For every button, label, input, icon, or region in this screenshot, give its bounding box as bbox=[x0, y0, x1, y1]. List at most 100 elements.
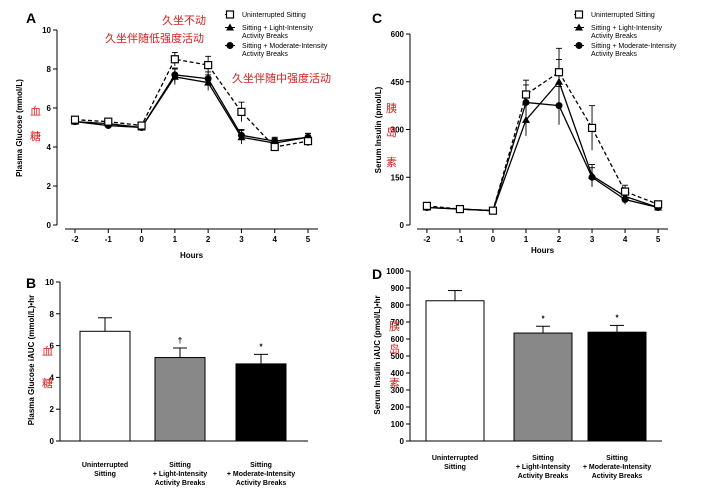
y-tick-label: 10 bbox=[42, 26, 51, 35]
bar-uninterrupted bbox=[425, 300, 485, 442]
annotation-text: 久坐不动 bbox=[162, 14, 206, 27]
annotation-text: 血 bbox=[30, 104, 41, 118]
legend-marker-moderate bbox=[575, 42, 583, 49]
y-tick-label: 700 bbox=[391, 318, 405, 327]
category-label-light: Activity Breaks bbox=[518, 473, 569, 480]
x-tick-label: 2 bbox=[206, 235, 211, 244]
series-line-light bbox=[74, 76, 309, 144]
legend-label-moderate: Sitting + Moderate-Intensity bbox=[591, 43, 677, 50]
series-uninterrupted bbox=[70, 51, 313, 152]
y-tick-label: 600 bbox=[391, 30, 405, 39]
category-label-light: + Light-Intensity bbox=[516, 464, 570, 471]
category-label-moderate: Activity Breaks bbox=[236, 480, 287, 487]
y-tick-label: 500 bbox=[391, 352, 405, 361]
y-axis-title: Serum Insulin (pmol/L) bbox=[374, 86, 383, 173]
annotation-text: 岛 bbox=[389, 342, 400, 356]
panel-label-d: D bbox=[372, 266, 382, 282]
data-point-uninterrupted bbox=[422, 201, 432, 210]
annotation-text: 久坐伴随低强度活动 bbox=[105, 31, 204, 45]
data-point-light bbox=[521, 115, 530, 123]
legend-marker-light bbox=[226, 23, 234, 31]
y-tick-label: 2 bbox=[47, 182, 52, 191]
panel-label-c: C bbox=[372, 10, 382, 26]
legend-label-light: Activity Breaks bbox=[242, 33, 288, 40]
x-tick-label: 0 bbox=[139, 235, 144, 244]
data-point-uninterrupted bbox=[137, 121, 146, 130]
data-point-uninterrupted bbox=[104, 117, 113, 126]
x-tick-label: -2 bbox=[423, 235, 431, 244]
series-line-moderate bbox=[74, 74, 309, 142]
data-point-uninterrupted bbox=[455, 204, 465, 214]
annotation-text: 岛 bbox=[386, 125, 397, 139]
data-point-uninterrupted bbox=[587, 123, 597, 133]
y-tick-label: 400 bbox=[391, 369, 405, 378]
y-axis-title: Plasma Glucose (mmol/L) bbox=[15, 79, 24, 177]
y-tick-label: 0 bbox=[47, 221, 52, 230]
data-point-uninterrupted bbox=[488, 206, 498, 215]
series-uninterrupted bbox=[422, 47, 663, 215]
data-point-uninterrupted bbox=[303, 137, 313, 146]
annotation-text: 素 bbox=[386, 156, 397, 169]
annotation-text: 糖 bbox=[30, 129, 41, 143]
category-label-moderate: Activity Breaks bbox=[592, 473, 643, 480]
panel-b-glucose-iauc-bar-chart: B 0 2 4 6 8 10 Plasma Glucose iAUC (mmol/L)•hr… bbox=[26, 275, 308, 487]
legend-label-moderate: Sitting + Moderate-Intensity bbox=[242, 43, 328, 50]
data-point-uninterrupted bbox=[653, 200, 663, 209]
x-tick-label: -1 bbox=[456, 235, 464, 244]
legend-label-light: Sitting + Light-Intensity bbox=[591, 25, 663, 32]
series-line-uninterrupted bbox=[74, 58, 309, 148]
data-point-light bbox=[588, 171, 597, 179]
panel-label-a: A bbox=[26, 10, 36, 26]
data-point-uninterrupted bbox=[521, 90, 531, 99]
significance-marker: † bbox=[178, 336, 182, 345]
annotation-text: 素 bbox=[389, 377, 400, 390]
category-label-uninterrupted: Sitting bbox=[94, 471, 116, 478]
y-tick-label: 100 bbox=[391, 420, 405, 429]
y-tick-label: 6 bbox=[47, 104, 52, 113]
y-tick-label: 6 bbox=[50, 342, 55, 351]
legend-label-moderate: Activity Breaks bbox=[591, 51, 637, 58]
y-tick-label: 200 bbox=[391, 403, 405, 412]
y-axis-title: Serum Insulin iAUC (pmol/L)•hr bbox=[373, 295, 382, 414]
x-tick-label: 0 bbox=[491, 235, 496, 244]
data-point-light bbox=[170, 72, 179, 80]
y-tick-label: 4 bbox=[50, 373, 55, 382]
y-tick-label: 450 bbox=[391, 78, 405, 87]
annotation-text: 久坐伴随中强度活动 bbox=[232, 71, 331, 85]
annotation-text: 糖 bbox=[42, 376, 53, 390]
data-point-uninterrupted bbox=[70, 115, 80, 124]
category-label-light: Activity Breaks bbox=[155, 480, 206, 487]
legend: Uninterrupted Sitting Sitting + Light-Int… bbox=[574, 10, 677, 58]
category-label-moderate: Sitting bbox=[606, 455, 628, 462]
x-tick-label: 3 bbox=[590, 235, 595, 244]
x-tick-label: 1 bbox=[524, 235, 529, 244]
annotation-text: 血 bbox=[42, 344, 53, 358]
significance-marker: * bbox=[615, 313, 619, 322]
y-axis-title: Plasma Glucose iAUC (mmol/L)•hr bbox=[27, 295, 36, 425]
y-tick-label: 8 bbox=[47, 65, 52, 74]
bar-light bbox=[154, 357, 206, 442]
legend-marker-light bbox=[575, 23, 583, 31]
category-label-light: Sitting bbox=[532, 455, 554, 462]
category-label-light: + Light-Intensity bbox=[153, 471, 207, 478]
legend-label-moderate: Activity Breaks bbox=[242, 51, 288, 58]
panel-d-insulin-iauc-bar-chart: D 0 100 200 300 400 500 600 700 800 900 1000 Serum … bbox=[372, 266, 662, 480]
x-tick-label: 5 bbox=[306, 235, 311, 244]
legend: Uninterrupted Sitting Sitting + Light-Int… bbox=[225, 10, 328, 58]
y-tick-label: 0 bbox=[400, 437, 405, 446]
x-tick-label: -1 bbox=[105, 235, 113, 244]
x-axis-title: Hours bbox=[531, 246, 555, 255]
data-point-moderate bbox=[555, 102, 563, 110]
x-tick-label: 4 bbox=[272, 235, 277, 244]
panel-c-insulin-line-chart: C 0 150 300 450 600 -2 -1 0 1 2 3 4 5 Hours Serum Insu… bbox=[372, 10, 677, 255]
data-point-uninterrupted bbox=[620, 187, 630, 196]
significance-marker: * bbox=[541, 314, 545, 323]
bar-moderate bbox=[587, 331, 647, 442]
data-point-uninterrupted bbox=[270, 142, 279, 152]
x-tick-label: 1 bbox=[173, 235, 178, 244]
category-label-moderate: Sitting bbox=[250, 462, 272, 469]
bar-moderate bbox=[235, 363, 287, 442]
data-point-uninterrupted bbox=[554, 68, 564, 77]
bar-uninterrupted bbox=[79, 330, 131, 442]
category-label-moderate: + Moderate-Intensity bbox=[227, 471, 295, 478]
